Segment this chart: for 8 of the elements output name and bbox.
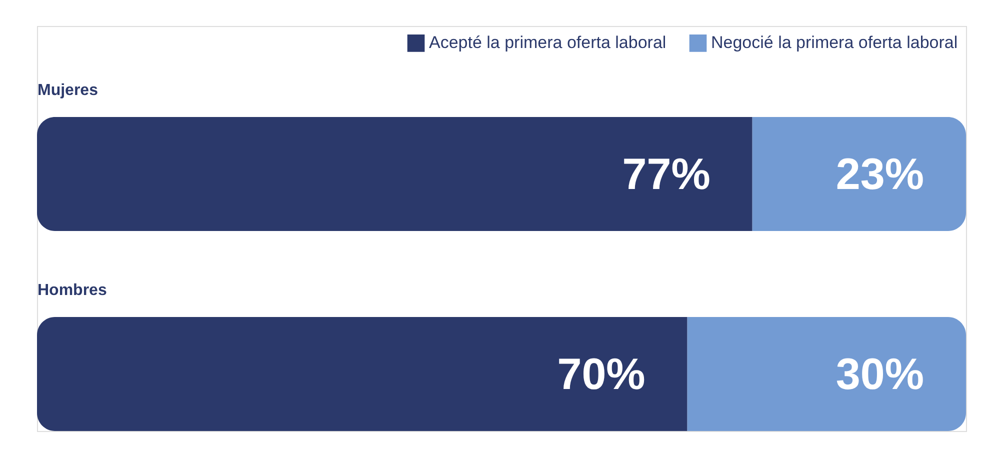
y-tick-label: Mujeres (38, 82, 98, 99)
legend-label: Acepté la primera oferta laboral (429, 33, 666, 52)
legend-label: Negocié la primera oferta laboral (711, 33, 958, 52)
data-label: 23% (836, 150, 924, 199)
data-label: 77% (622, 150, 710, 199)
y-tick-label: Hombres (38, 282, 107, 299)
data-label: 70% (557, 350, 646, 399)
data-label: 30% (836, 350, 924, 399)
